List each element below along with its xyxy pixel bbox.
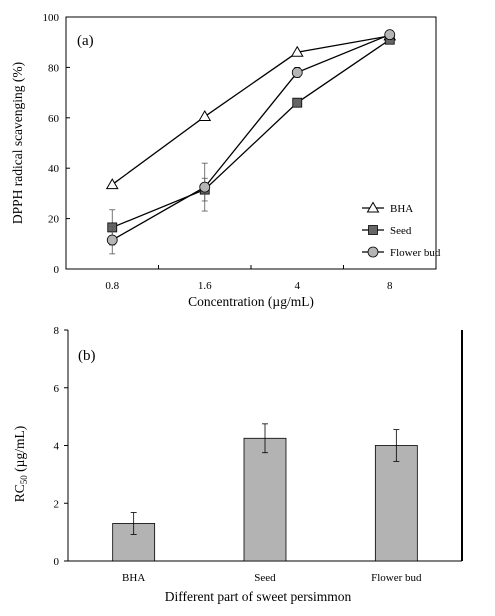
- panel-a-x-tick-label: 1.6: [198, 280, 212, 292]
- legend-flower-bud-marker: [367, 246, 379, 258]
- series-flower-bud: [106, 29, 396, 255]
- panel-a-legend: BHA Seed Flower bud: [362, 201, 441, 259]
- series-bha-line: [111, 35, 390, 186]
- panel-b-x-tick-label: Seed: [254, 572, 276, 584]
- panel-a-label: (a): [77, 33, 94, 49]
- series-bha-point: [105, 178, 119, 190]
- panel-b-bar-chart: (b) 0 2 4 6 8 BHA Seed Flower bud Different pa…: [12, 325, 463, 604]
- panel-b-bars: [112, 423, 418, 562]
- panel-a-series: [105, 29, 397, 255]
- panel-b-x-ticks: BHA Seed Flower bud: [122, 572, 422, 584]
- series-seed: [107, 34, 395, 246]
- panel-a-x-tick-label: 4: [295, 280, 301, 292]
- panel-b-y-axis-title: RC50 (µg/mL): [12, 426, 29, 502]
- series-seed-line: [112, 39, 391, 229]
- panel-b-y-ticks: 0 2 4 6 8: [54, 325, 68, 568]
- series-flower-bud-line: [111, 34, 390, 241]
- panel-a-y-tick-label: 20: [48, 214, 60, 226]
- panel-b-label: (b): [78, 348, 96, 364]
- panel-a-x-axis-title: Concentration (µg/mL): [188, 294, 314, 309]
- bar-flower-bud: [374, 445, 418, 562]
- legend-bha-marker: [366, 201, 380, 213]
- legend-seed-marker: [368, 225, 378, 235]
- legend-bha-label: BHA: [390, 203, 413, 215]
- panel-a-y-tick-label: 80: [48, 62, 60, 74]
- panel-b-y-tick-label: 0: [54, 556, 60, 568]
- panel-b-y-tick-label: 4: [54, 441, 60, 453]
- panel-b-x-axis-title: Different part of sweet persimmon: [165, 589, 352, 604]
- series-flower-bud-point: [199, 181, 211, 193]
- panel-b-y-title-main: RC: [12, 484, 27, 502]
- legend-flower-bud-label: Flower bud: [390, 247, 441, 259]
- series-flower-bud-point: [106, 234, 118, 246]
- series-flower-bud-point: [291, 67, 303, 78]
- panel-b-x-tick-label: BHA: [122, 572, 145, 584]
- panel-a-y-axis-title: DPPH radical scavenging (%): [10, 62, 25, 224]
- legend-seed-label: Seed: [390, 225, 412, 237]
- panel-b-y-tick-label: 2: [54, 498, 60, 510]
- panel-a-y-tick-label: 40: [48, 163, 60, 175]
- series-bha-point: [198, 110, 212, 122]
- panel-b-y-title-unit: (µg/mL): [12, 426, 27, 475]
- series-seed-point: [292, 97, 303, 108]
- panel-b-x-tick-label: Flower bud: [371, 572, 422, 584]
- series-bha-point: [290, 45, 304, 57]
- panel-b-y-title-subscript: 50: [19, 475, 29, 485]
- panel-a-line-chart: (a) 0 20 40 60 80 100 0.8 1.6 4 8 BHA Seed Flower …: [10, 12, 441, 309]
- series-flower-bud-point: [384, 29, 396, 41]
- panel-a-y-ticks: 0 20 40 60 80 100: [43, 12, 70, 276]
- panel-a-x-ticks: 0.8 1.6 4 8: [105, 265, 393, 292]
- panel-a-y-tick-label: 0: [54, 264, 60, 276]
- series-bha: [105, 29, 397, 190]
- panel-a-x-tick-label: 0.8: [105, 280, 119, 292]
- panel-a-x-tick-label: 8: [387, 280, 393, 292]
- panel-b-y-tick-label: 6: [54, 383, 60, 395]
- bar-seed: [243, 437, 287, 562]
- panel-a-y-tick-label: 100: [43, 12, 60, 24]
- panel-a-plot-frame: [65, 16, 437, 270]
- panel-a-y-tick-label: 60: [48, 113, 60, 125]
- panel-b-y-tick-label: 8: [54, 325, 60, 337]
